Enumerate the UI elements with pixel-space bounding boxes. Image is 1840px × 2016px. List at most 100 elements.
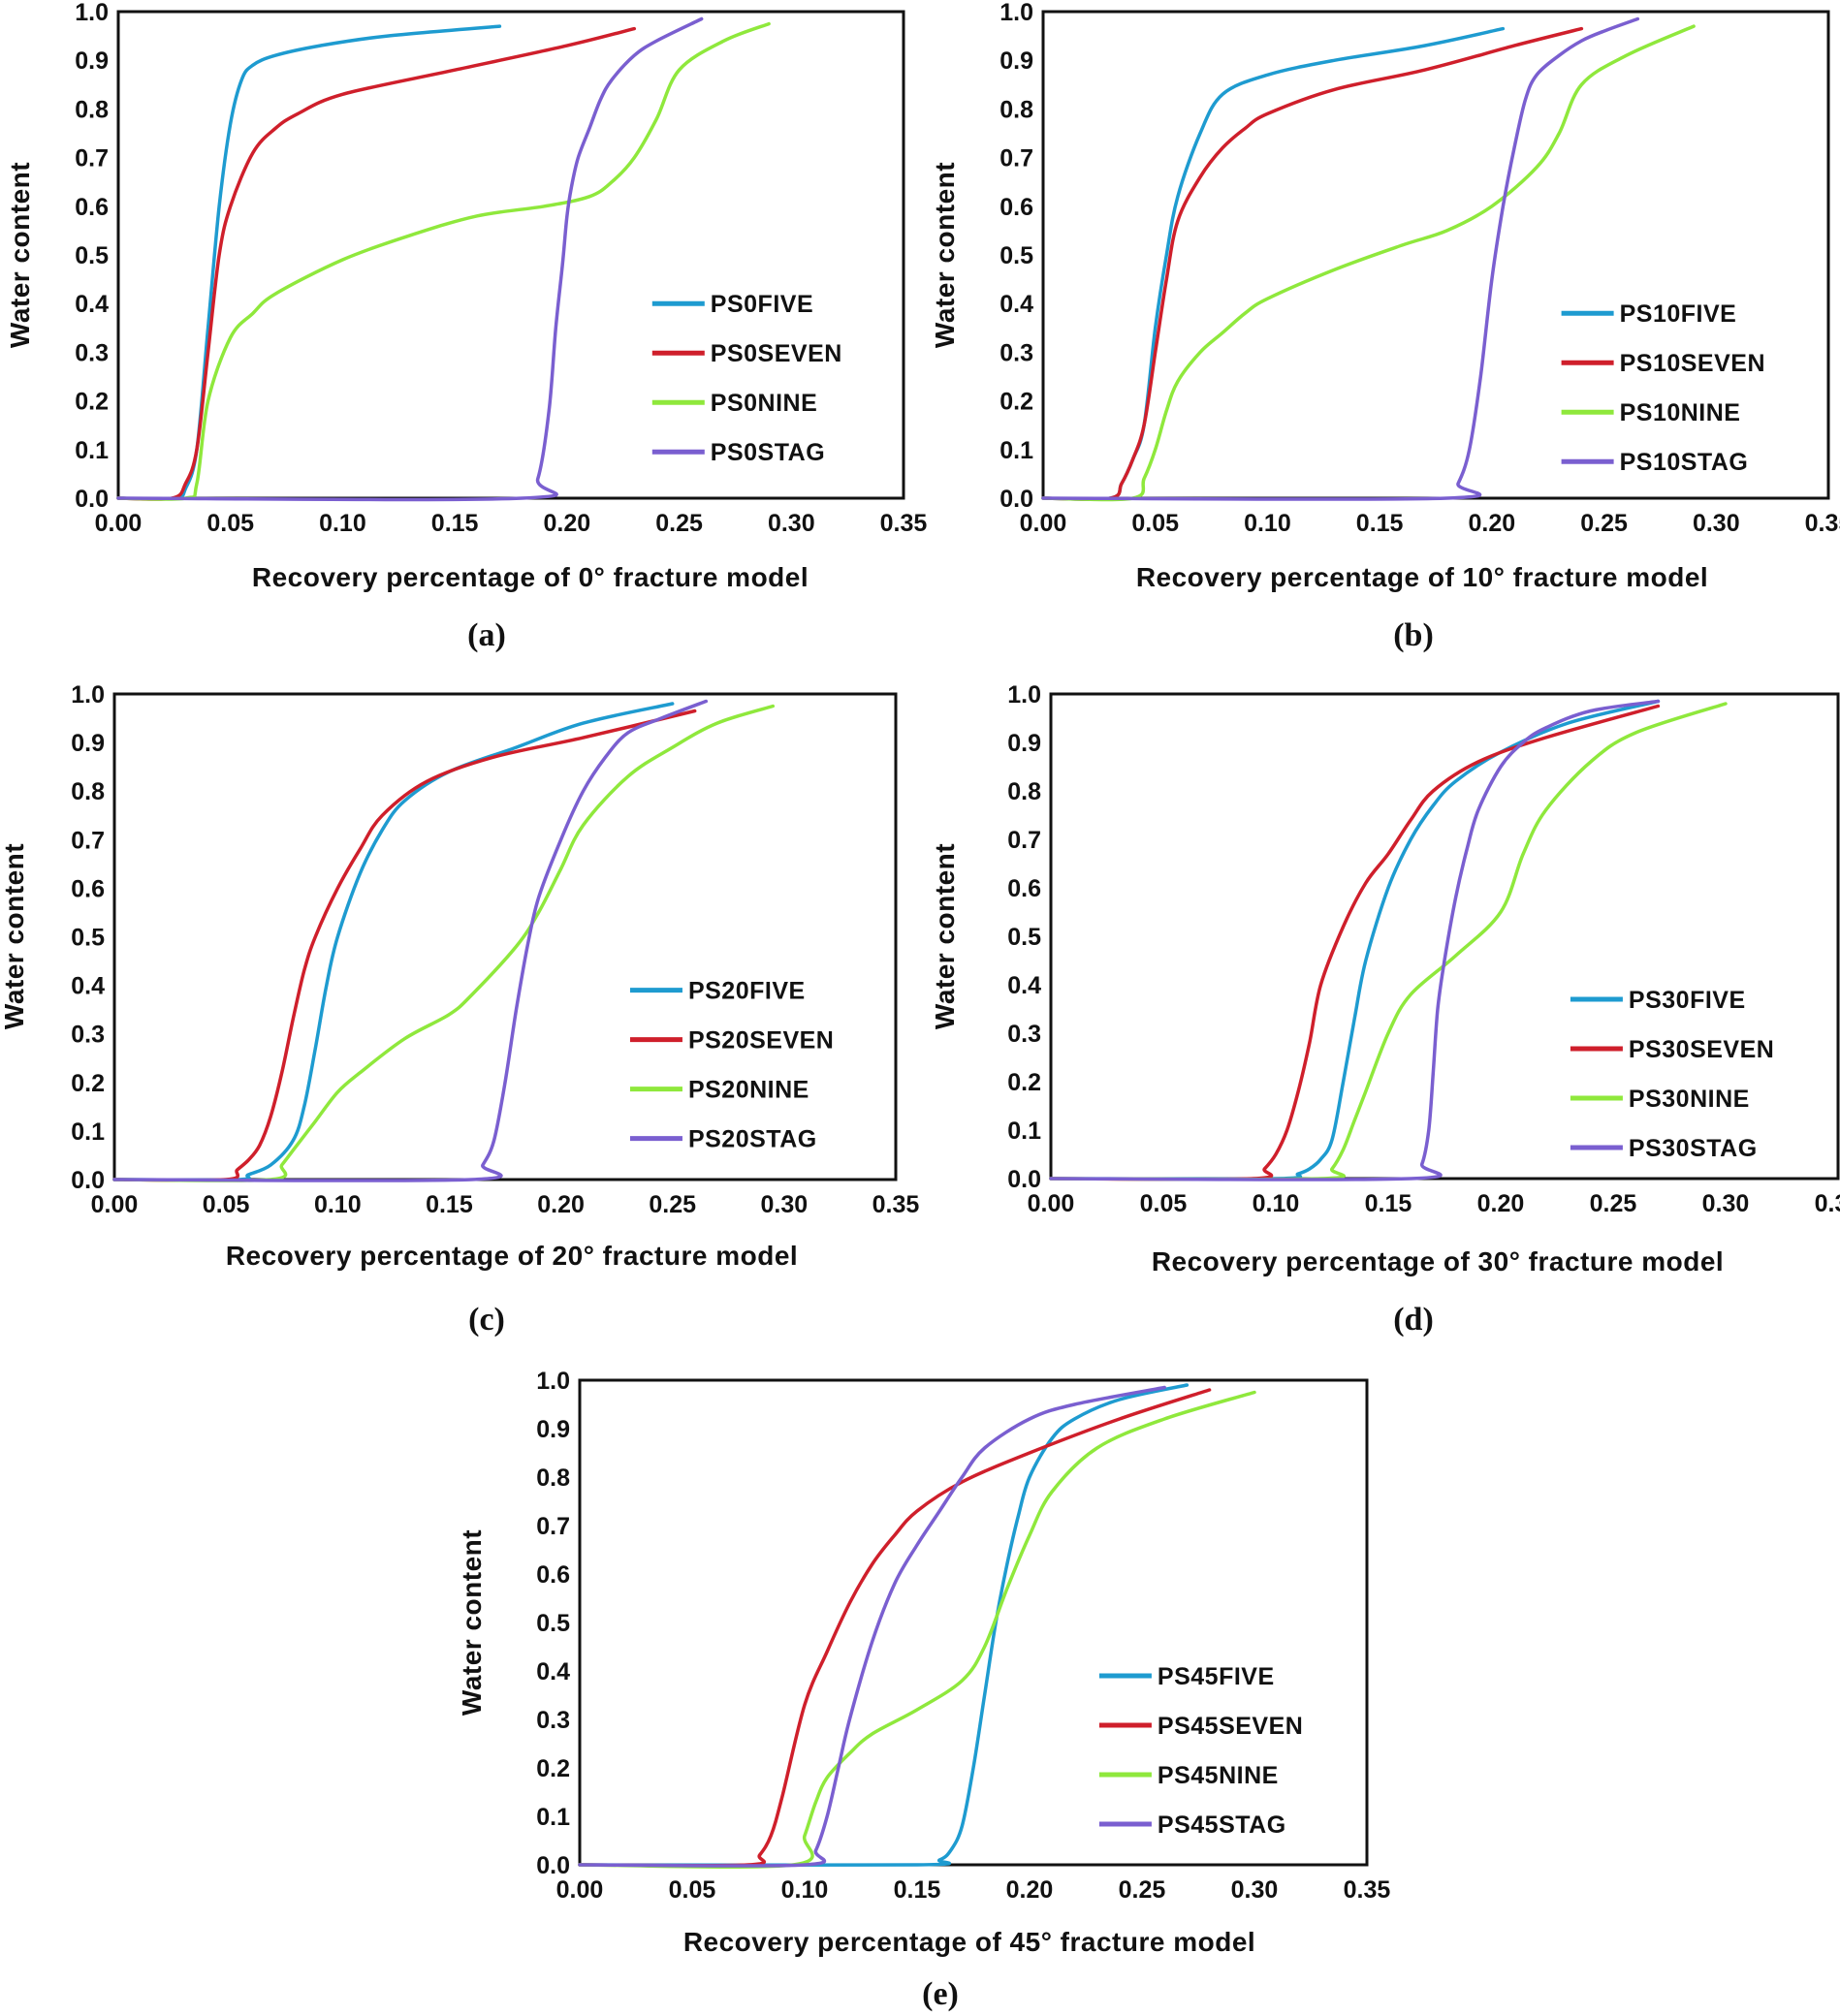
y-tick-label: 0.4 bbox=[536, 1658, 570, 1685]
x-tick-label: 0.00 bbox=[1028, 1190, 1075, 1217]
x-axis-title-b: Recovery percentage of 10° fracture mode… bbox=[1136, 562, 1708, 592]
y-tick-label: 0.7 bbox=[536, 1513, 570, 1540]
y-tick-label: 0.8 bbox=[536, 1465, 570, 1492]
y-tick-label: 0.6 bbox=[75, 194, 109, 221]
series-line-ps45stag bbox=[578, 1385, 1166, 1868]
y-tick-label: 0.5 bbox=[999, 242, 1033, 269]
y-tick-label: 0.4 bbox=[71, 973, 105, 1000]
series-line-ps0seven bbox=[116, 26, 637, 501]
series-line-ps10stag bbox=[1041, 16, 1640, 501]
y-tick-label: 0.9 bbox=[75, 47, 109, 75]
series-line-ps20stag bbox=[112, 699, 709, 1182]
y-tick-label: 0.0 bbox=[1007, 1166, 1041, 1193]
series-line-ps10seven bbox=[1041, 26, 1584, 501]
y-tick-label: 0.7 bbox=[71, 827, 105, 854]
x-tick-label: 0.15 bbox=[894, 1876, 941, 1904]
series-line-ps0stag bbox=[116, 16, 704, 502]
y-tick-label: 0.5 bbox=[536, 1610, 570, 1637]
panel-d: Water content Recovery percentage of 30°… bbox=[930, 681, 1840, 1338]
y-tick-label: 0.7 bbox=[1007, 827, 1041, 854]
legend-label: PS45NINE bbox=[1158, 1762, 1279, 1789]
y-axis-title-a: Water content bbox=[5, 162, 35, 348]
y-tick-label: 0.6 bbox=[999, 194, 1033, 221]
legend-label: PS0SEVEN bbox=[711, 340, 842, 367]
y-tick-label: 0.5 bbox=[75, 242, 109, 269]
panel-e: Water content Recovery percentage of 45°… bbox=[457, 1368, 1390, 2012]
y-tick-label: 0.2 bbox=[1007, 1069, 1041, 1096]
y-tick-label: 0.5 bbox=[71, 925, 105, 952]
x-tick-label: 0.20 bbox=[1006, 1876, 1054, 1904]
legend-label: PS30NINE bbox=[1629, 1086, 1750, 1113]
panel-label-d: (d) bbox=[1393, 1302, 1434, 1338]
y-tick-label: 0.4 bbox=[75, 291, 109, 318]
x-tick-label: 0.05 bbox=[669, 1876, 716, 1904]
y-tick-label: 0.3 bbox=[75, 339, 109, 366]
plot-area-c bbox=[112, 692, 898, 1181]
x-tick-label: 0.20 bbox=[544, 510, 591, 537]
x-tick-label: 0.10 bbox=[319, 510, 366, 537]
x-tick-label: 0.20 bbox=[537, 1191, 585, 1218]
x-tick-label: 0.35 bbox=[872, 1191, 920, 1218]
series-line-ps45nine bbox=[578, 1390, 1256, 1869]
x-tick-label: 0.35 bbox=[1805, 510, 1840, 537]
x-tick-label: 0.00 bbox=[556, 1876, 604, 1904]
y-tick-label: 1.0 bbox=[75, 0, 109, 26]
y-tick-label: 0.0 bbox=[999, 486, 1033, 513]
y-tick-label: 1.0 bbox=[536, 1368, 570, 1395]
x-tick-label: 0.10 bbox=[1244, 510, 1291, 537]
x-tick-label: 0.05 bbox=[1131, 510, 1179, 537]
series-line-ps45five bbox=[578, 1383, 1190, 1868]
y-tick-label: 0.3 bbox=[536, 1707, 570, 1734]
panel-label-c: (c) bbox=[468, 1302, 505, 1338]
y-tick-label: 0.6 bbox=[1007, 875, 1041, 902]
x-tick-label: 0.15 bbox=[426, 1191, 473, 1218]
x-tick-label: 0.05 bbox=[1140, 1190, 1188, 1217]
panel-a: Water content Recovery percentage of 0° … bbox=[5, 0, 927, 653]
y-tick-label: 0.2 bbox=[71, 1070, 105, 1097]
y-tick-label: 0.8 bbox=[75, 96, 109, 123]
series-line-ps20five bbox=[112, 702, 675, 1182]
x-tick-label: 0.10 bbox=[1253, 1190, 1300, 1217]
x-tick-label: 0.05 bbox=[206, 510, 254, 537]
x-tick-label: 0.20 bbox=[1477, 1190, 1525, 1217]
x-tick-label: 0.35 bbox=[1344, 1876, 1391, 1904]
y-tick-label: 0.3 bbox=[1007, 1021, 1041, 1048]
y-tick-label: 0.2 bbox=[999, 389, 1033, 416]
y-tick-label: 0.2 bbox=[75, 389, 109, 416]
legend-label: PS45STAG bbox=[1158, 1811, 1286, 1839]
y-tick-label: 0.0 bbox=[536, 1852, 570, 1879]
y-axis-title-d: Water content bbox=[930, 843, 960, 1029]
legend-label: PS10STAG bbox=[1620, 449, 1749, 476]
x-tick-label: 0.15 bbox=[431, 510, 479, 537]
y-tick-label: 0.1 bbox=[1007, 1118, 1041, 1145]
y-tick-label: 0.8 bbox=[999, 96, 1033, 123]
x-axis-title-c: Recovery percentage of 20° fracture mode… bbox=[226, 1241, 798, 1271]
x-tick-label: 0.30 bbox=[1693, 510, 1740, 537]
x-tick-label: 0.25 bbox=[649, 1191, 696, 1218]
y-tick-label: 0.1 bbox=[999, 437, 1033, 464]
legend-label: PS0STAG bbox=[711, 439, 825, 466]
x-tick-label: 0.00 bbox=[95, 510, 143, 537]
x-tick-label: 0.25 bbox=[1119, 1876, 1166, 1904]
plot-area-a bbox=[116, 10, 905, 500]
y-tick-label: 0.3 bbox=[71, 1022, 105, 1049]
series-line-ps30stag bbox=[1049, 699, 1661, 1181]
legend-label: PS20FIVE bbox=[688, 978, 806, 1005]
series-line-ps30five bbox=[1049, 699, 1661, 1181]
series-line-ps10nine bbox=[1041, 24, 1696, 502]
y-tick-label: 0.9 bbox=[71, 730, 105, 757]
x-tick-label: 0.35 bbox=[880, 510, 928, 537]
y-tick-label: 0.4 bbox=[999, 291, 1033, 318]
y-tick-label: 0.2 bbox=[536, 1755, 570, 1782]
y-tick-label: 0.9 bbox=[1007, 730, 1041, 757]
plot-area-d bbox=[1049, 692, 1840, 1181]
y-axis-title-c: Water content bbox=[0, 843, 29, 1029]
series-line-ps0five bbox=[116, 24, 502, 501]
legend-label: PS45SEVEN bbox=[1158, 1713, 1303, 1740]
y-tick-label: 1.0 bbox=[71, 681, 105, 709]
legend-label: PS0NINE bbox=[711, 390, 817, 417]
y-axis-title-e: Water content bbox=[457, 1529, 487, 1716]
x-axis-title-e: Recovery percentage of 45° fracture mode… bbox=[683, 1927, 1255, 1957]
y-tick-label: 1.0 bbox=[999, 0, 1033, 26]
